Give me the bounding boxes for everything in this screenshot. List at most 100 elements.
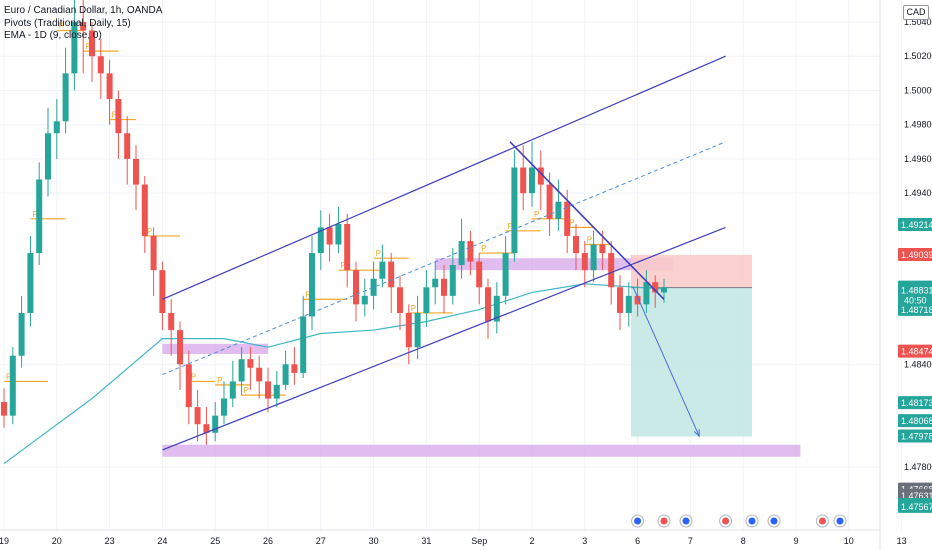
take-profit-zone xyxy=(631,287,752,437)
candle-body xyxy=(273,384,280,399)
candle-body xyxy=(185,364,192,408)
price-tick-label: 1.50000 xyxy=(904,85,932,95)
candle xyxy=(133,145,139,211)
candle-body xyxy=(361,295,368,305)
price-tick-label: 1.47800 xyxy=(904,462,932,472)
candle xyxy=(449,247,456,305)
candle-body xyxy=(414,312,421,348)
support-resistance-zone xyxy=(435,258,673,271)
time-tick-label: 20 xyxy=(52,536,62,546)
time-axis[interactable]: 19 20 23 24 25 26 27 30 31 Sep 2 3 6 7 8 9 10 13 xyxy=(0,536,907,546)
candle-body xyxy=(564,201,571,236)
candle xyxy=(617,275,623,331)
candle xyxy=(247,347,254,390)
candle xyxy=(291,347,298,385)
candle xyxy=(300,295,307,378)
event-icons[interactable] xyxy=(631,514,847,528)
candle-body xyxy=(62,73,69,122)
support-zones xyxy=(162,258,801,457)
candle-body xyxy=(397,287,403,313)
price-tag xyxy=(898,396,932,410)
candle-body xyxy=(643,282,650,305)
price-tag-label: 1.47978 xyxy=(901,432,932,442)
candle-body xyxy=(555,201,562,219)
candle xyxy=(432,261,439,305)
candle-body xyxy=(317,227,324,254)
candle xyxy=(467,230,474,276)
candle xyxy=(652,275,659,308)
symbol-title[interactable]: Euro / Canadian Dollar, 1h, OANDA xyxy=(4,5,163,16)
candle xyxy=(256,355,263,399)
candle-body xyxy=(537,167,544,185)
currency-button[interactable]: CAD xyxy=(903,5,929,20)
candle xyxy=(493,282,500,334)
candle-body xyxy=(247,359,254,368)
candle xyxy=(282,350,289,390)
candle-body xyxy=(159,270,166,313)
candle xyxy=(405,304,412,365)
price-tag-label: 1.48474 xyxy=(901,347,932,357)
time-tick-label: 3 xyxy=(582,536,587,546)
short-position-tool[interactable] xyxy=(631,254,752,437)
time-tick-label: 26 xyxy=(263,536,273,546)
price-tag-label: 1.49039 xyxy=(901,250,932,260)
candle xyxy=(115,90,122,159)
price-tag-label: 1.48718 xyxy=(901,305,932,315)
candle xyxy=(212,401,219,442)
candle-body xyxy=(546,184,553,219)
pivot-marker: P xyxy=(508,222,513,231)
candle-body xyxy=(229,381,236,399)
event-dot-icon xyxy=(682,517,690,525)
candle xyxy=(229,360,236,408)
candle xyxy=(9,347,16,425)
price-tag-label: 1.47631 xyxy=(901,491,932,501)
candle xyxy=(194,389,201,442)
price-tick-label: 1.50200 xyxy=(904,51,932,61)
forecast-arrow xyxy=(632,287,700,437)
pivot-marker: P xyxy=(59,22,64,31)
candle-body xyxy=(168,312,175,331)
ema-path xyxy=(3,283,665,465)
candle-body xyxy=(599,244,606,254)
price-tag xyxy=(898,414,932,428)
candle-body xyxy=(36,179,43,254)
bar-countdown: 40:50 xyxy=(904,296,927,306)
candle xyxy=(476,253,483,305)
channel-drawings[interactable] xyxy=(162,55,726,451)
chart-legend: Euro / Canadian Dollar, 1h, OANDA Pivots… xyxy=(4,5,162,43)
price-tick-label: 1.49800 xyxy=(904,120,932,130)
price-tag xyxy=(898,217,932,231)
candle-body xyxy=(89,30,95,57)
candle-body xyxy=(388,261,395,288)
candle xyxy=(309,235,315,331)
candle xyxy=(643,270,650,313)
candle-body xyxy=(529,167,535,194)
candle xyxy=(168,299,175,356)
candle xyxy=(265,367,271,413)
candle xyxy=(18,295,25,368)
pivot-marker: P xyxy=(481,244,486,253)
channel-mid-line xyxy=(162,141,726,376)
candle xyxy=(89,22,95,82)
pivot-marker: P xyxy=(534,210,539,219)
candle-body xyxy=(467,241,474,262)
candle xyxy=(353,261,359,322)
pivot-marker: P xyxy=(217,376,222,385)
ema-indicator-label[interactable]: EMA - 1D (9, close, 0) xyxy=(4,30,102,41)
price-tag xyxy=(898,344,932,358)
event-dot-icon xyxy=(836,517,844,525)
time-tick-label: 24 xyxy=(157,536,167,546)
pivots-indicator-label[interactable]: Pivots (Traditional, Daily, 15) xyxy=(4,17,131,29)
price-tag-label: 1.49214 xyxy=(901,220,932,230)
price-tag xyxy=(898,499,932,513)
candle xyxy=(71,0,78,91)
candle xyxy=(344,213,351,288)
time-tick-label: 13 xyxy=(897,536,907,546)
candle xyxy=(53,99,60,159)
pivot-marker: P xyxy=(85,42,90,51)
price-tick-label: 1.49600 xyxy=(904,154,932,164)
candle-body xyxy=(476,261,483,288)
candle-body xyxy=(265,381,271,399)
price-axis[interactable]: 1.50400 1.50200 1.50000 1.49800 1.49600 1.494… xyxy=(898,17,932,513)
